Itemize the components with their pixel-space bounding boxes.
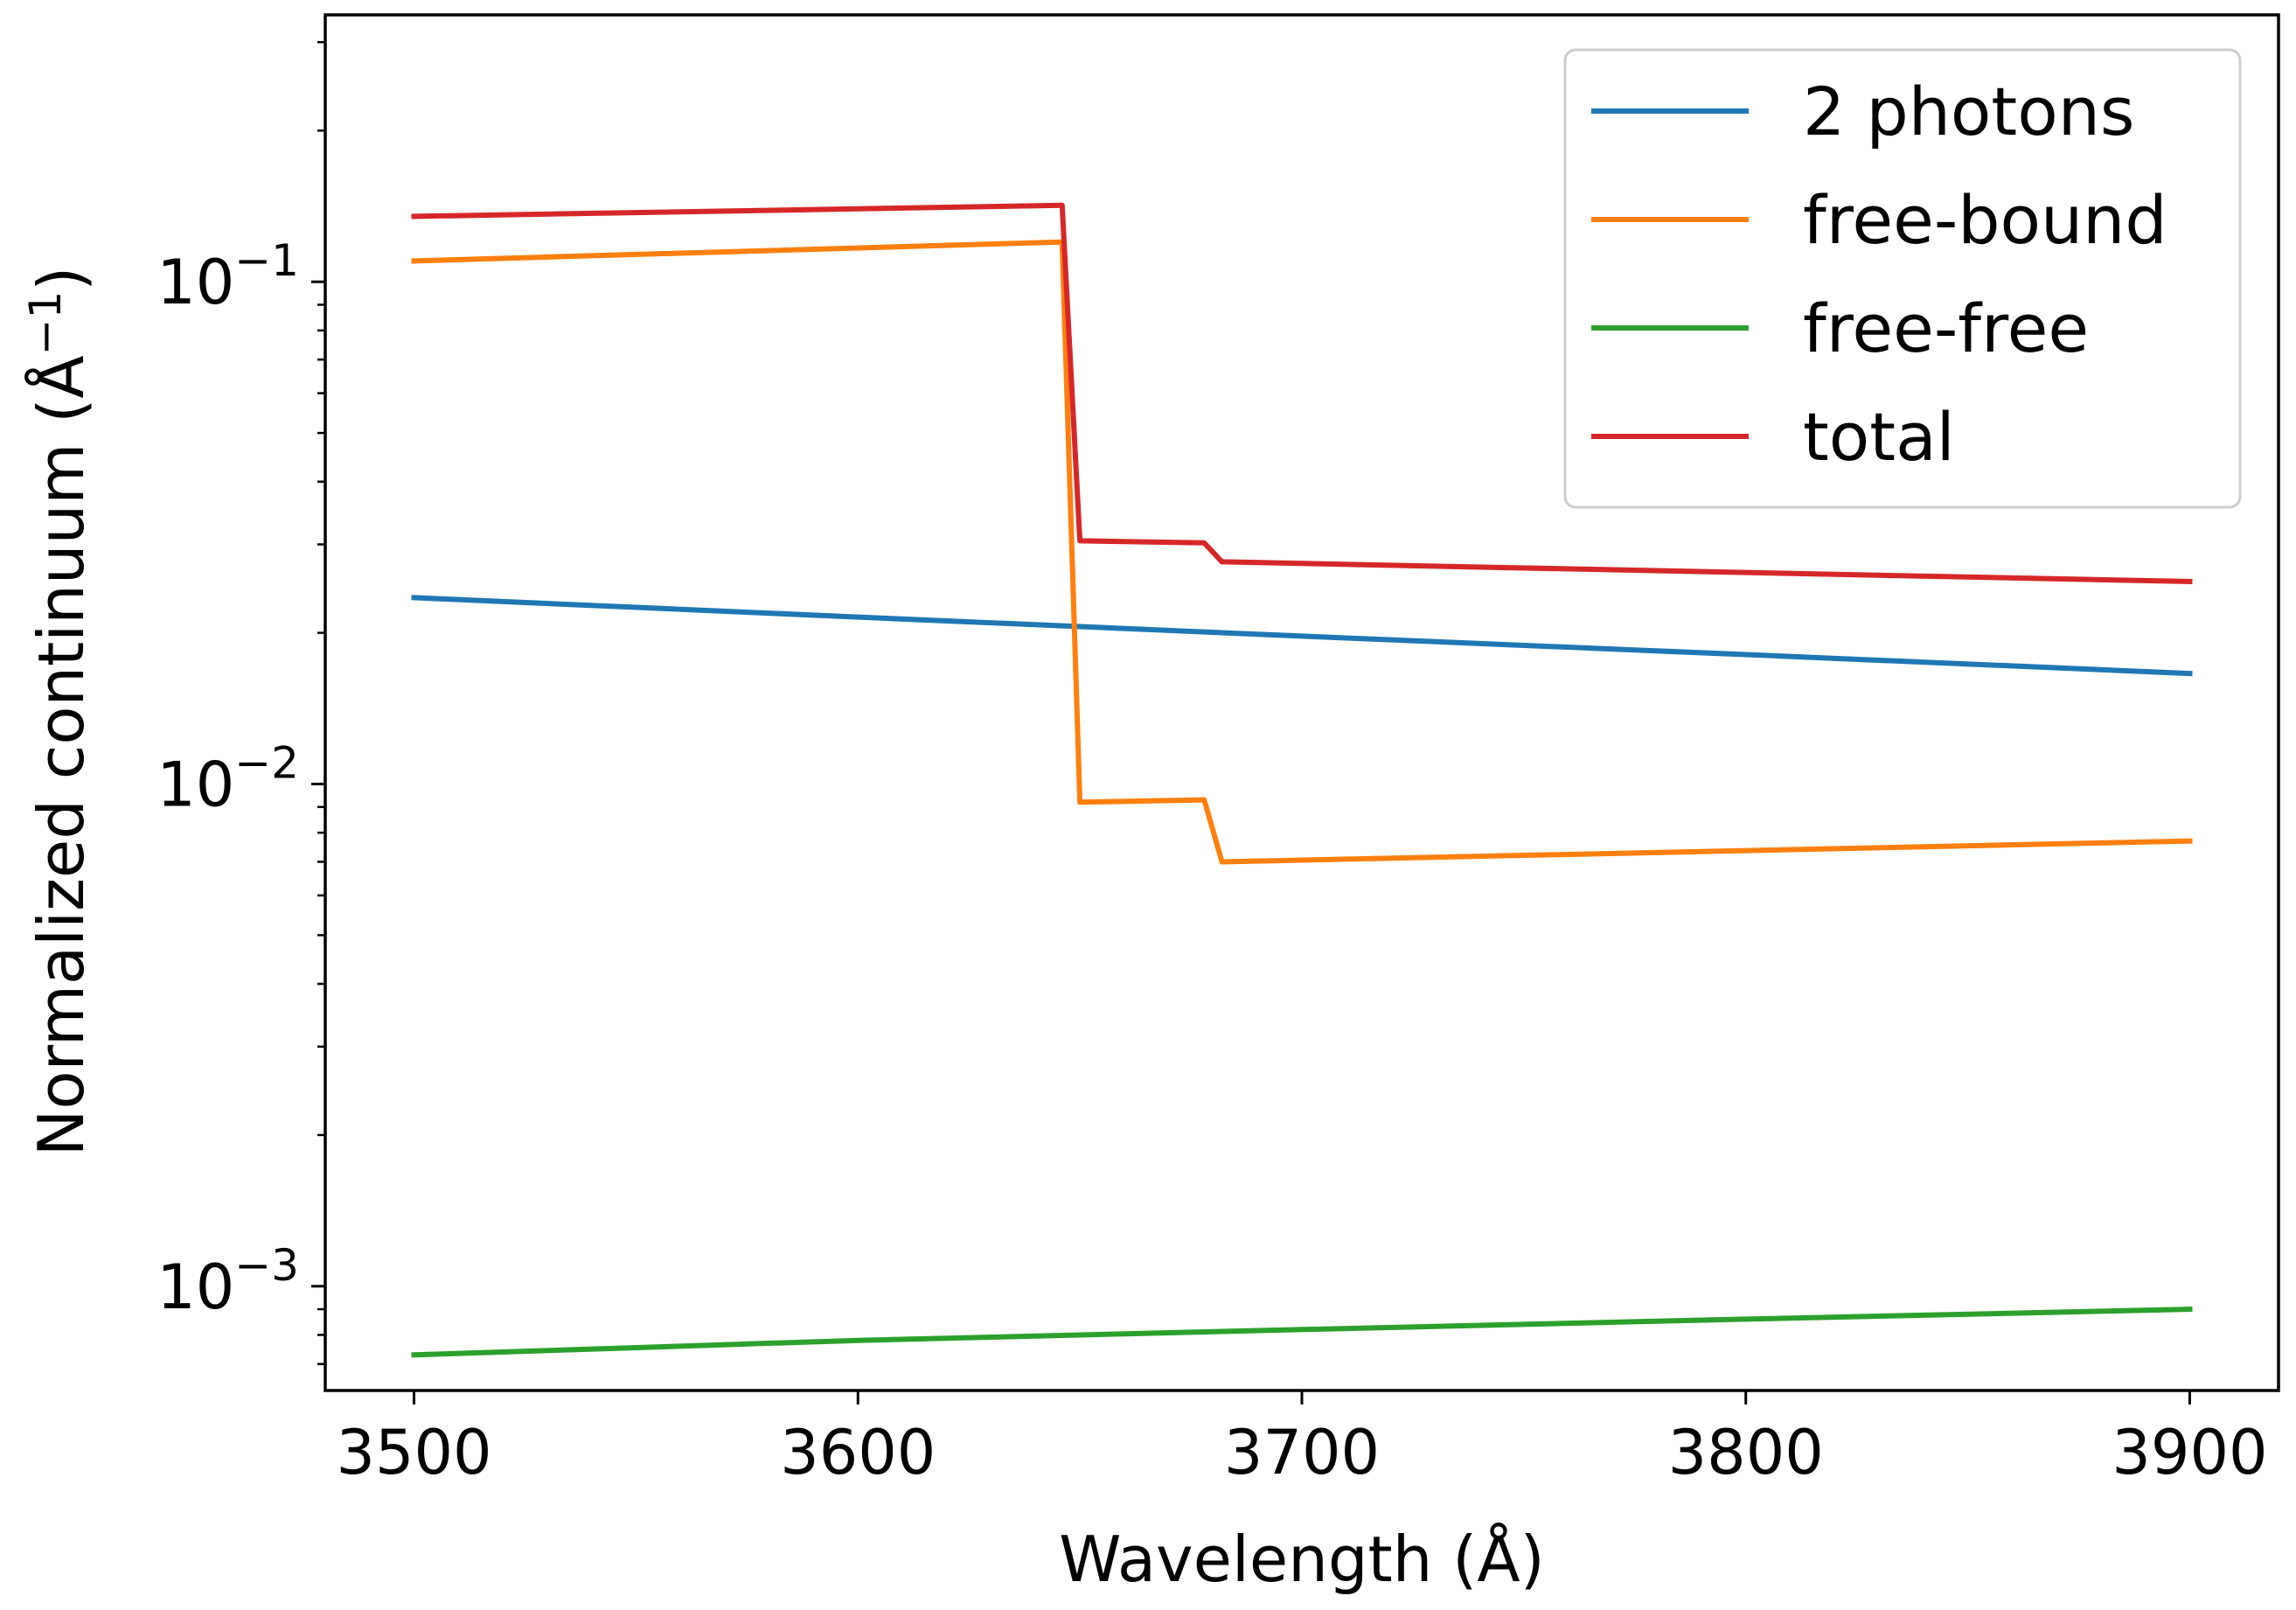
x-axis: 3500 3600 3700 3800 3900 — [336, 1390, 2268, 1488]
legend-label: total — [1803, 398, 1955, 476]
legend-box — [1563, 48, 2242, 509]
y-axis-label-text: Normalized continuum (Å — [24, 355, 98, 1156]
y-tick-label: 10−3 — [157, 1240, 299, 1323]
x-tick-label: 3600 — [780, 1417, 936, 1488]
y-tick-label: 10−2 — [157, 737, 299, 820]
series-layer — [411, 202, 2193, 1358]
x-tick-label: 3700 — [1224, 1417, 1380, 1488]
legend-label: 2 photons — [1803, 73, 2134, 150]
series-line-2-photons — [411, 595, 2193, 677]
series-line-free-free — [411, 1307, 2193, 1358]
x-axis-label: Wavelength (Å) — [1059, 1523, 1544, 1596]
y-axis: 10−110−210−3 — [157, 40, 325, 1365]
y-axis-label-exponent: −1 — [20, 291, 71, 356]
y-tick-label: 10−1 — [157, 235, 299, 318]
legend: 2 photons free-bound free-free total — [1563, 48, 2242, 509]
series-line-total — [411, 202, 2193, 585]
series-line-free-bound — [411, 239, 2193, 865]
x-tick-label: 3900 — [2112, 1417, 2267, 1488]
y-tick-base: 10 — [157, 749, 234, 820]
y-tick-base: 10 — [157, 1251, 234, 1323]
legend-label: free-bound — [1803, 181, 2167, 259]
y-tick-exponent: −2 — [234, 737, 299, 788]
y-axis-label: Normalized continuum (Å−1) — [20, 267, 98, 1157]
x-tick-label: 3800 — [1668, 1417, 1824, 1488]
x-tick-label: 3500 — [336, 1417, 491, 1488]
y-tick-base: 10 — [157, 247, 234, 318]
y-axis-label-close: ) — [24, 267, 98, 291]
legend-label: free-free — [1803, 289, 2089, 367]
y-tick-exponent: −1 — [234, 235, 299, 286]
y-tick-exponent: −3 — [234, 1240, 299, 1291]
